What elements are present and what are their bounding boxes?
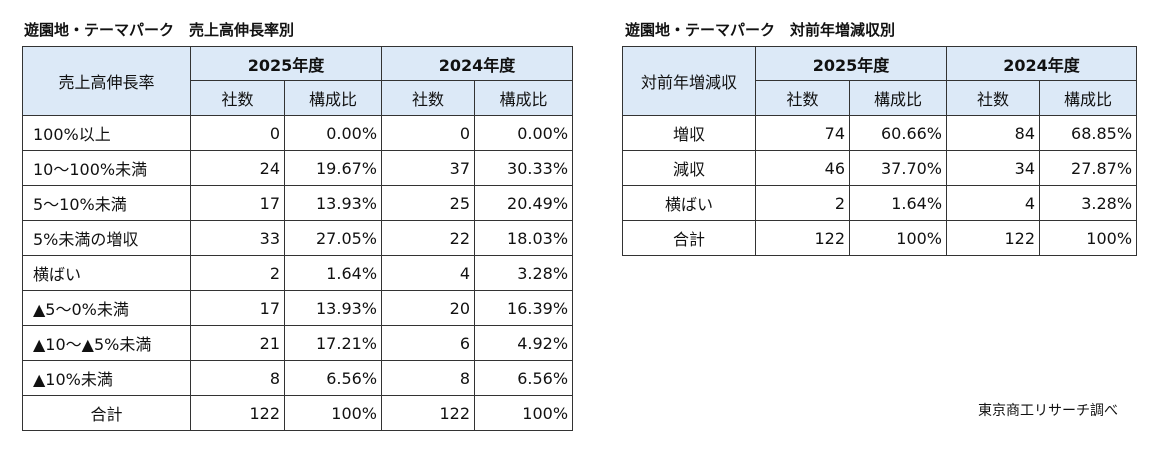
count-2025: 21: [190, 325, 285, 361]
count-2025: 2: [190, 255, 285, 291]
ratio-2024: 100%: [474, 395, 574, 431]
sub-header-count: 社数: [381, 80, 476, 116]
sub-header-ratio: 構成比: [848, 80, 948, 116]
count-2025: 122: [190, 395, 285, 431]
sub-header-count: 社数: [190, 80, 285, 116]
count-2025: 8: [190, 360, 285, 396]
ratio-2025: 100%: [848, 220, 948, 256]
count-2024: 8: [381, 360, 476, 396]
count-2025: 46: [755, 150, 850, 186]
sub-header-count: 社数: [755, 80, 850, 116]
sub-header-count: 社数: [946, 80, 1041, 116]
row-label: 増収: [622, 115, 756, 151]
table-row: ▲5～0%未満 17 13.93% 20 16.39%: [22, 290, 574, 326]
ratio-2024: 27.87%: [1039, 150, 1138, 186]
row-label: 合計: [622, 220, 756, 256]
ratio-2024: 20.49%: [474, 185, 574, 221]
sales-growth-table: 売上高伸長率 2025年度 2024年度 社数 構成比 社数 構成比 100%以…: [22, 46, 574, 431]
table1-title: 遊園地・テーマパーク 売上高伸長率別: [24, 21, 295, 39]
row-label: 減収: [622, 150, 756, 186]
ratio-2024: 6.56%: [474, 360, 574, 396]
year-header-2024: 2024年度: [946, 46, 1138, 81]
count-2025: 0: [190, 115, 285, 151]
ratio-2025: 100%: [283, 395, 383, 431]
table-row: 横ばい 2 1.64% 4 3.28%: [622, 185, 1138, 221]
count-2024: 122: [381, 395, 476, 431]
ratio-2024: 68.85%: [1039, 115, 1138, 151]
ratio-2024: 30.33%: [474, 150, 574, 186]
count-2024: 84: [946, 115, 1041, 151]
ratio-2024: 18.03%: [474, 220, 574, 256]
row-label: 5%未満の増収: [22, 220, 191, 256]
year-header-2025: 2025年度: [754, 46, 948, 81]
row-label: ▲10%未満: [22, 360, 191, 396]
source-note: 東京商工リサーチ調べ: [978, 403, 1118, 419]
ratio-2025: 13.93%: [283, 290, 383, 326]
count-2024: 25: [381, 185, 476, 221]
row-label: ▲10～▲5%未満: [22, 325, 191, 361]
ratio-2025: 1.64%: [283, 255, 383, 291]
count-2024: 0: [381, 115, 476, 151]
table-row: 合計 122 100% 122 100%: [622, 220, 1138, 256]
ratio-2024: 3.28%: [474, 255, 574, 291]
yoy-change-table: 対前年増減収 2025年度 2024年度 社数 構成比 社数 構成比 増収 74 6…: [622, 46, 1138, 256]
count-2025: 74: [755, 115, 850, 151]
ratio-2024: 100%: [1039, 220, 1138, 256]
count-2025: 17: [190, 290, 285, 326]
row-label: 100%以上: [22, 115, 191, 151]
row-label: 5～10%未満: [22, 185, 191, 221]
table-row: 横ばい 2 1.64% 4 3.28%: [22, 255, 574, 291]
table-row: 増収 74 60.66% 84 68.85%: [622, 115, 1138, 151]
count-2024: 20: [381, 290, 476, 326]
sub-header-ratio: 構成比: [283, 80, 383, 116]
table-row: 減収 46 37.70% 34 27.87%: [622, 150, 1138, 186]
sub-header-ratio: 構成比: [474, 80, 574, 116]
count-2025: 2: [755, 185, 850, 221]
ratio-2025: 0.00%: [283, 115, 383, 151]
row-header: 対前年増減収: [622, 46, 756, 116]
ratio-2024: 4.92%: [474, 325, 574, 361]
ratio-2024: 3.28%: [1039, 185, 1138, 221]
ratio-2025: 1.64%: [848, 185, 948, 221]
table-row: 10～100%未満 24 19.67% 37 30.33%: [22, 150, 574, 186]
count-2024: 122: [946, 220, 1041, 256]
table-row: ▲10～▲5%未満 21 17.21% 6 4.92%: [22, 325, 574, 361]
sub-header-ratio: 構成比: [1039, 80, 1138, 116]
row-header: 売上高伸長率: [22, 46, 191, 116]
count-2025: 17: [190, 185, 285, 221]
count-2025: 122: [755, 220, 850, 256]
count-2024: 34: [946, 150, 1041, 186]
ratio-2025: 13.93%: [283, 185, 383, 221]
table-row: 100%以上 0 0.00% 0 0.00%: [22, 115, 574, 151]
count-2025: 24: [190, 150, 285, 186]
table-row: ▲10%未満 8 6.56% 8 6.56%: [22, 360, 574, 396]
ratio-2025: 27.05%: [283, 220, 383, 256]
ratio-2025: 37.70%: [848, 150, 948, 186]
table2-title: 遊園地・テーマパーク 対前年増減収別: [625, 21, 896, 39]
row-label: ▲5～0%未満: [22, 290, 191, 326]
row-label: 10～100%未満: [22, 150, 191, 186]
table-row: 合計 122 100% 122 100%: [22, 395, 574, 431]
ratio-2025: 19.67%: [283, 150, 383, 186]
table-row: 5～10%未満 17 13.93% 25 20.49%: [22, 185, 574, 221]
table-row: 5%未満の増収 33 27.05% 22 18.03%: [22, 220, 574, 256]
row-label: 横ばい: [622, 185, 756, 221]
year-header-2025: 2025年度: [189, 46, 383, 81]
year-header-2024: 2024年度: [381, 46, 574, 81]
count-2024: 4: [946, 185, 1041, 221]
ratio-2025: 60.66%: [848, 115, 948, 151]
ratio-2024: 16.39%: [474, 290, 574, 326]
row-label: 合計: [22, 395, 191, 431]
count-2024: 6: [381, 325, 476, 361]
count-2024: 37: [381, 150, 476, 186]
ratio-2024: 0.00%: [474, 115, 574, 151]
ratio-2025: 17.21%: [283, 325, 383, 361]
row-label: 横ばい: [22, 255, 191, 291]
count-2025: 33: [190, 220, 285, 256]
count-2024: 22: [381, 220, 476, 256]
count-2024: 4: [381, 255, 476, 291]
ratio-2025: 6.56%: [283, 360, 383, 396]
